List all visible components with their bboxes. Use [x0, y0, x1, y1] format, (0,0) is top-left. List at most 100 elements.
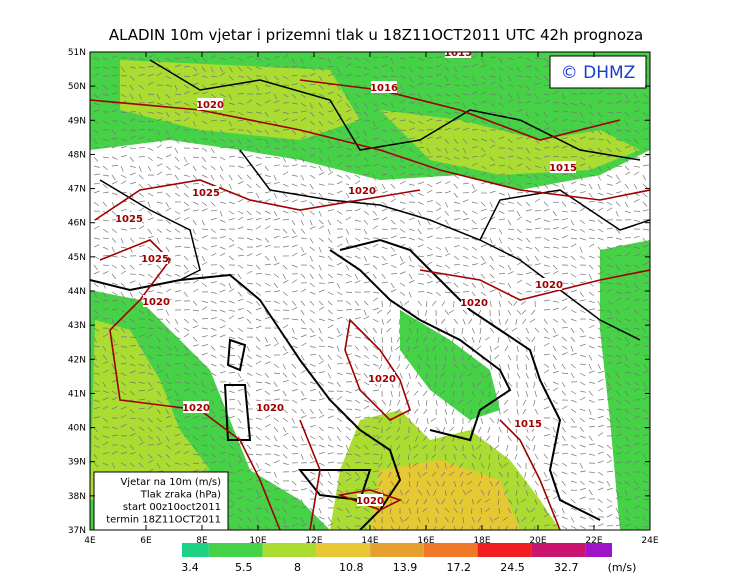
wind-arrow	[309, 174, 316, 179]
wind-arrow	[237, 246, 244, 251]
wind-arrow	[426, 516, 430, 523]
wind-arrow	[336, 146, 343, 149]
wind-arrow	[507, 372, 510, 379]
wind-arrow	[111, 174, 116, 181]
wind-arrow	[291, 444, 298, 448]
wind-arrow	[561, 480, 566, 486]
wind-arrow	[228, 471, 235, 474]
wind-arrow	[120, 362, 127, 365]
wind-arrow	[408, 137, 415, 140]
wind-arrow	[210, 281, 217, 284]
wind-arrow	[327, 309, 333, 315]
wind-arrow	[138, 73, 145, 77]
wind-arrow	[624, 471, 631, 476]
wind-arrow	[327, 192, 334, 196]
wind-arrow	[502, 516, 509, 521]
wind-arrow	[597, 379, 604, 383]
wind-arrow	[435, 108, 442, 113]
wind-arrow	[201, 453, 208, 456]
wind-arrow	[165, 288, 172, 293]
wind-arrow	[93, 165, 100, 168]
wind-arrow	[237, 372, 242, 379]
wind-arrow	[372, 480, 377, 487]
wind-arrow	[192, 309, 199, 312]
wind-arrow	[246, 191, 254, 194]
wind-arrow	[543, 479, 550, 482]
wind-arrow	[219, 334, 226, 338]
wind-arrow	[237, 417, 242, 424]
wind-arrow	[624, 145, 631, 149]
wind-arrow	[93, 381, 100, 386]
wind-arrow	[624, 111, 630, 117]
wind-arrow	[543, 272, 550, 275]
wind-arrow	[435, 498, 440, 505]
wind-arrow	[219, 66, 224, 73]
wind-arrow	[453, 271, 460, 275]
wind-arrow	[93, 435, 99, 441]
wind-arrow	[453, 93, 460, 98]
wind-arrow	[246, 507, 251, 514]
wind-arrow	[264, 263, 271, 266]
wind-arrow	[174, 450, 181, 455]
wind-arrow	[291, 435, 296, 442]
wind-arrow	[412, 318, 419, 323]
wind-arrow	[309, 327, 315, 333]
wind-arrow	[300, 246, 305, 253]
wind-arrow	[624, 171, 631, 176]
wind-arrow	[120, 208, 127, 212]
wind-arrow	[543, 318, 548, 325]
wind-arrow	[111, 192, 118, 196]
wind-arrow	[318, 306, 325, 311]
wind-arrow	[642, 443, 649, 446]
wind-arrow	[246, 75, 252, 81]
wind-arrow	[534, 147, 541, 151]
wind-arrow	[282, 444, 288, 450]
wind-arrow	[597, 271, 604, 275]
wind-arrow	[642, 174, 647, 181]
wind-arrow	[228, 309, 235, 312]
wind-arrow	[120, 318, 126, 324]
wind-arrow	[282, 138, 288, 144]
wind-arrow	[246, 264, 253, 267]
wind-arrow	[386, 318, 392, 324]
wind-arrow	[309, 165, 316, 169]
wind-arrow	[192, 209, 199, 212]
wind-arrow	[615, 507, 620, 514]
wind-arrow	[111, 55, 118, 59]
wind-arrow	[309, 309, 316, 314]
wind-arrow	[237, 408, 244, 413]
wind-arrow	[93, 444, 100, 449]
wind-arrow	[318, 165, 323, 172]
wind-arrow	[291, 388, 298, 392]
wind-arrow	[606, 227, 613, 230]
wind-arrow	[597, 471, 604, 476]
wind-arrow	[255, 291, 262, 296]
wind-arrow	[174, 228, 181, 233]
wind-arrow	[327, 129, 334, 134]
wind-arrow	[156, 144, 163, 149]
wind-arrow	[516, 127, 523, 131]
wind-arrow	[336, 273, 343, 276]
wind-arrow	[273, 398, 280, 401]
wind-arrow	[219, 252, 226, 257]
wind-arrow	[264, 344, 271, 347]
wind-arrow	[561, 471, 568, 475]
wind-arrow	[300, 210, 305, 217]
wind-arrow	[642, 381, 647, 388]
wind-arrow	[624, 417, 631, 422]
y-axis-label: 49N	[68, 116, 86, 126]
wind-arrow	[416, 480, 419, 487]
wind-arrow	[390, 165, 397, 170]
wind-arrow	[451, 345, 455, 352]
wind-arrow	[309, 408, 314, 415]
wind-arrow	[395, 408, 401, 414]
wind-arrow	[417, 489, 423, 495]
wind-arrow	[156, 191, 163, 194]
wind-arrow	[633, 487, 640, 491]
wind-arrow	[606, 336, 612, 342]
wind-arrow	[156, 309, 164, 311]
wind-arrow	[579, 426, 584, 433]
wind-arrow	[525, 237, 531, 243]
wind-arrow	[300, 488, 307, 491]
wind-arrow	[390, 117, 397, 122]
